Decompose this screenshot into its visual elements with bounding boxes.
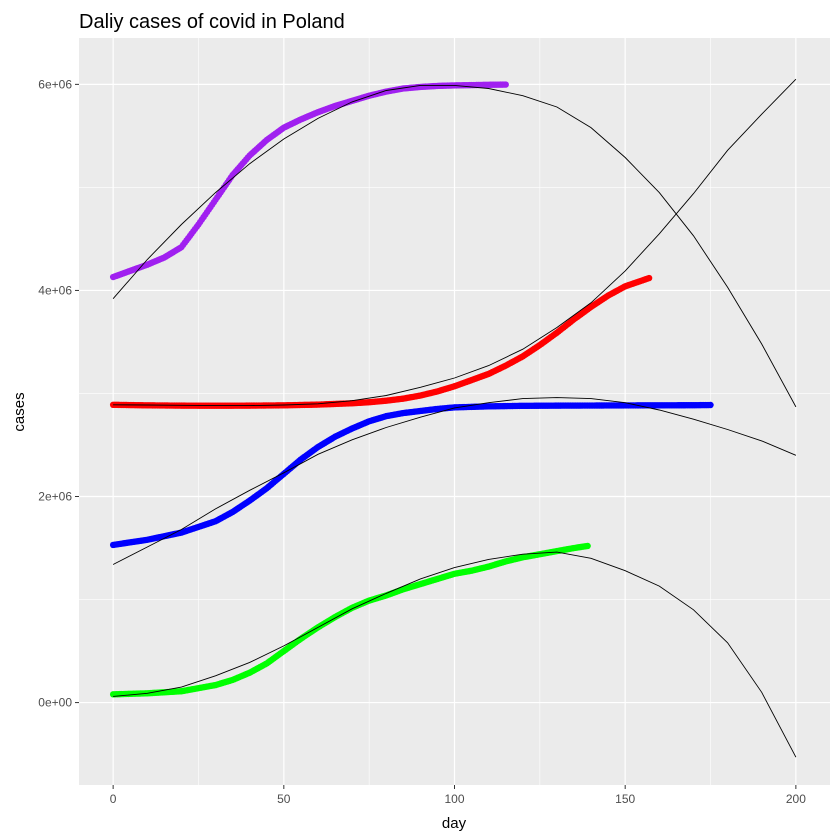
x-tick-label: 150 xyxy=(615,792,635,806)
y-axis-label: cases xyxy=(11,392,28,431)
data-point xyxy=(645,274,653,282)
fit-line-1 xyxy=(113,78,797,407)
data-point xyxy=(707,401,714,409)
fit-line-0 xyxy=(112,84,797,408)
fit-line-3 xyxy=(113,551,797,758)
y-tick-label: 0e+00 xyxy=(38,696,72,710)
grid-lines xyxy=(79,38,830,785)
data-point xyxy=(502,81,509,88)
axis-ticks: 0 50 100 150 200 0e+00 2e+06 4e+06 6e+06 xyxy=(38,77,806,806)
chart-title: Daliy cases of covid in Poland xyxy=(79,11,345,33)
fit-lines xyxy=(112,78,797,758)
y-tick-label: 4e+06 xyxy=(38,283,72,297)
series-points-2 xyxy=(109,401,714,549)
x-tick-label: 50 xyxy=(277,792,291,806)
data-point xyxy=(584,542,591,550)
y-tick-label: 2e+06 xyxy=(38,490,72,504)
y-tick-label: 6e+06 xyxy=(38,77,72,91)
x-tick-label: 200 xyxy=(786,792,806,806)
x-axis-label: day xyxy=(442,815,467,832)
x-tick-label: 0 xyxy=(110,792,117,806)
series-points-0 xyxy=(109,81,509,281)
x-tick-label: 100 xyxy=(444,792,464,806)
fit-line-2 xyxy=(112,397,797,565)
